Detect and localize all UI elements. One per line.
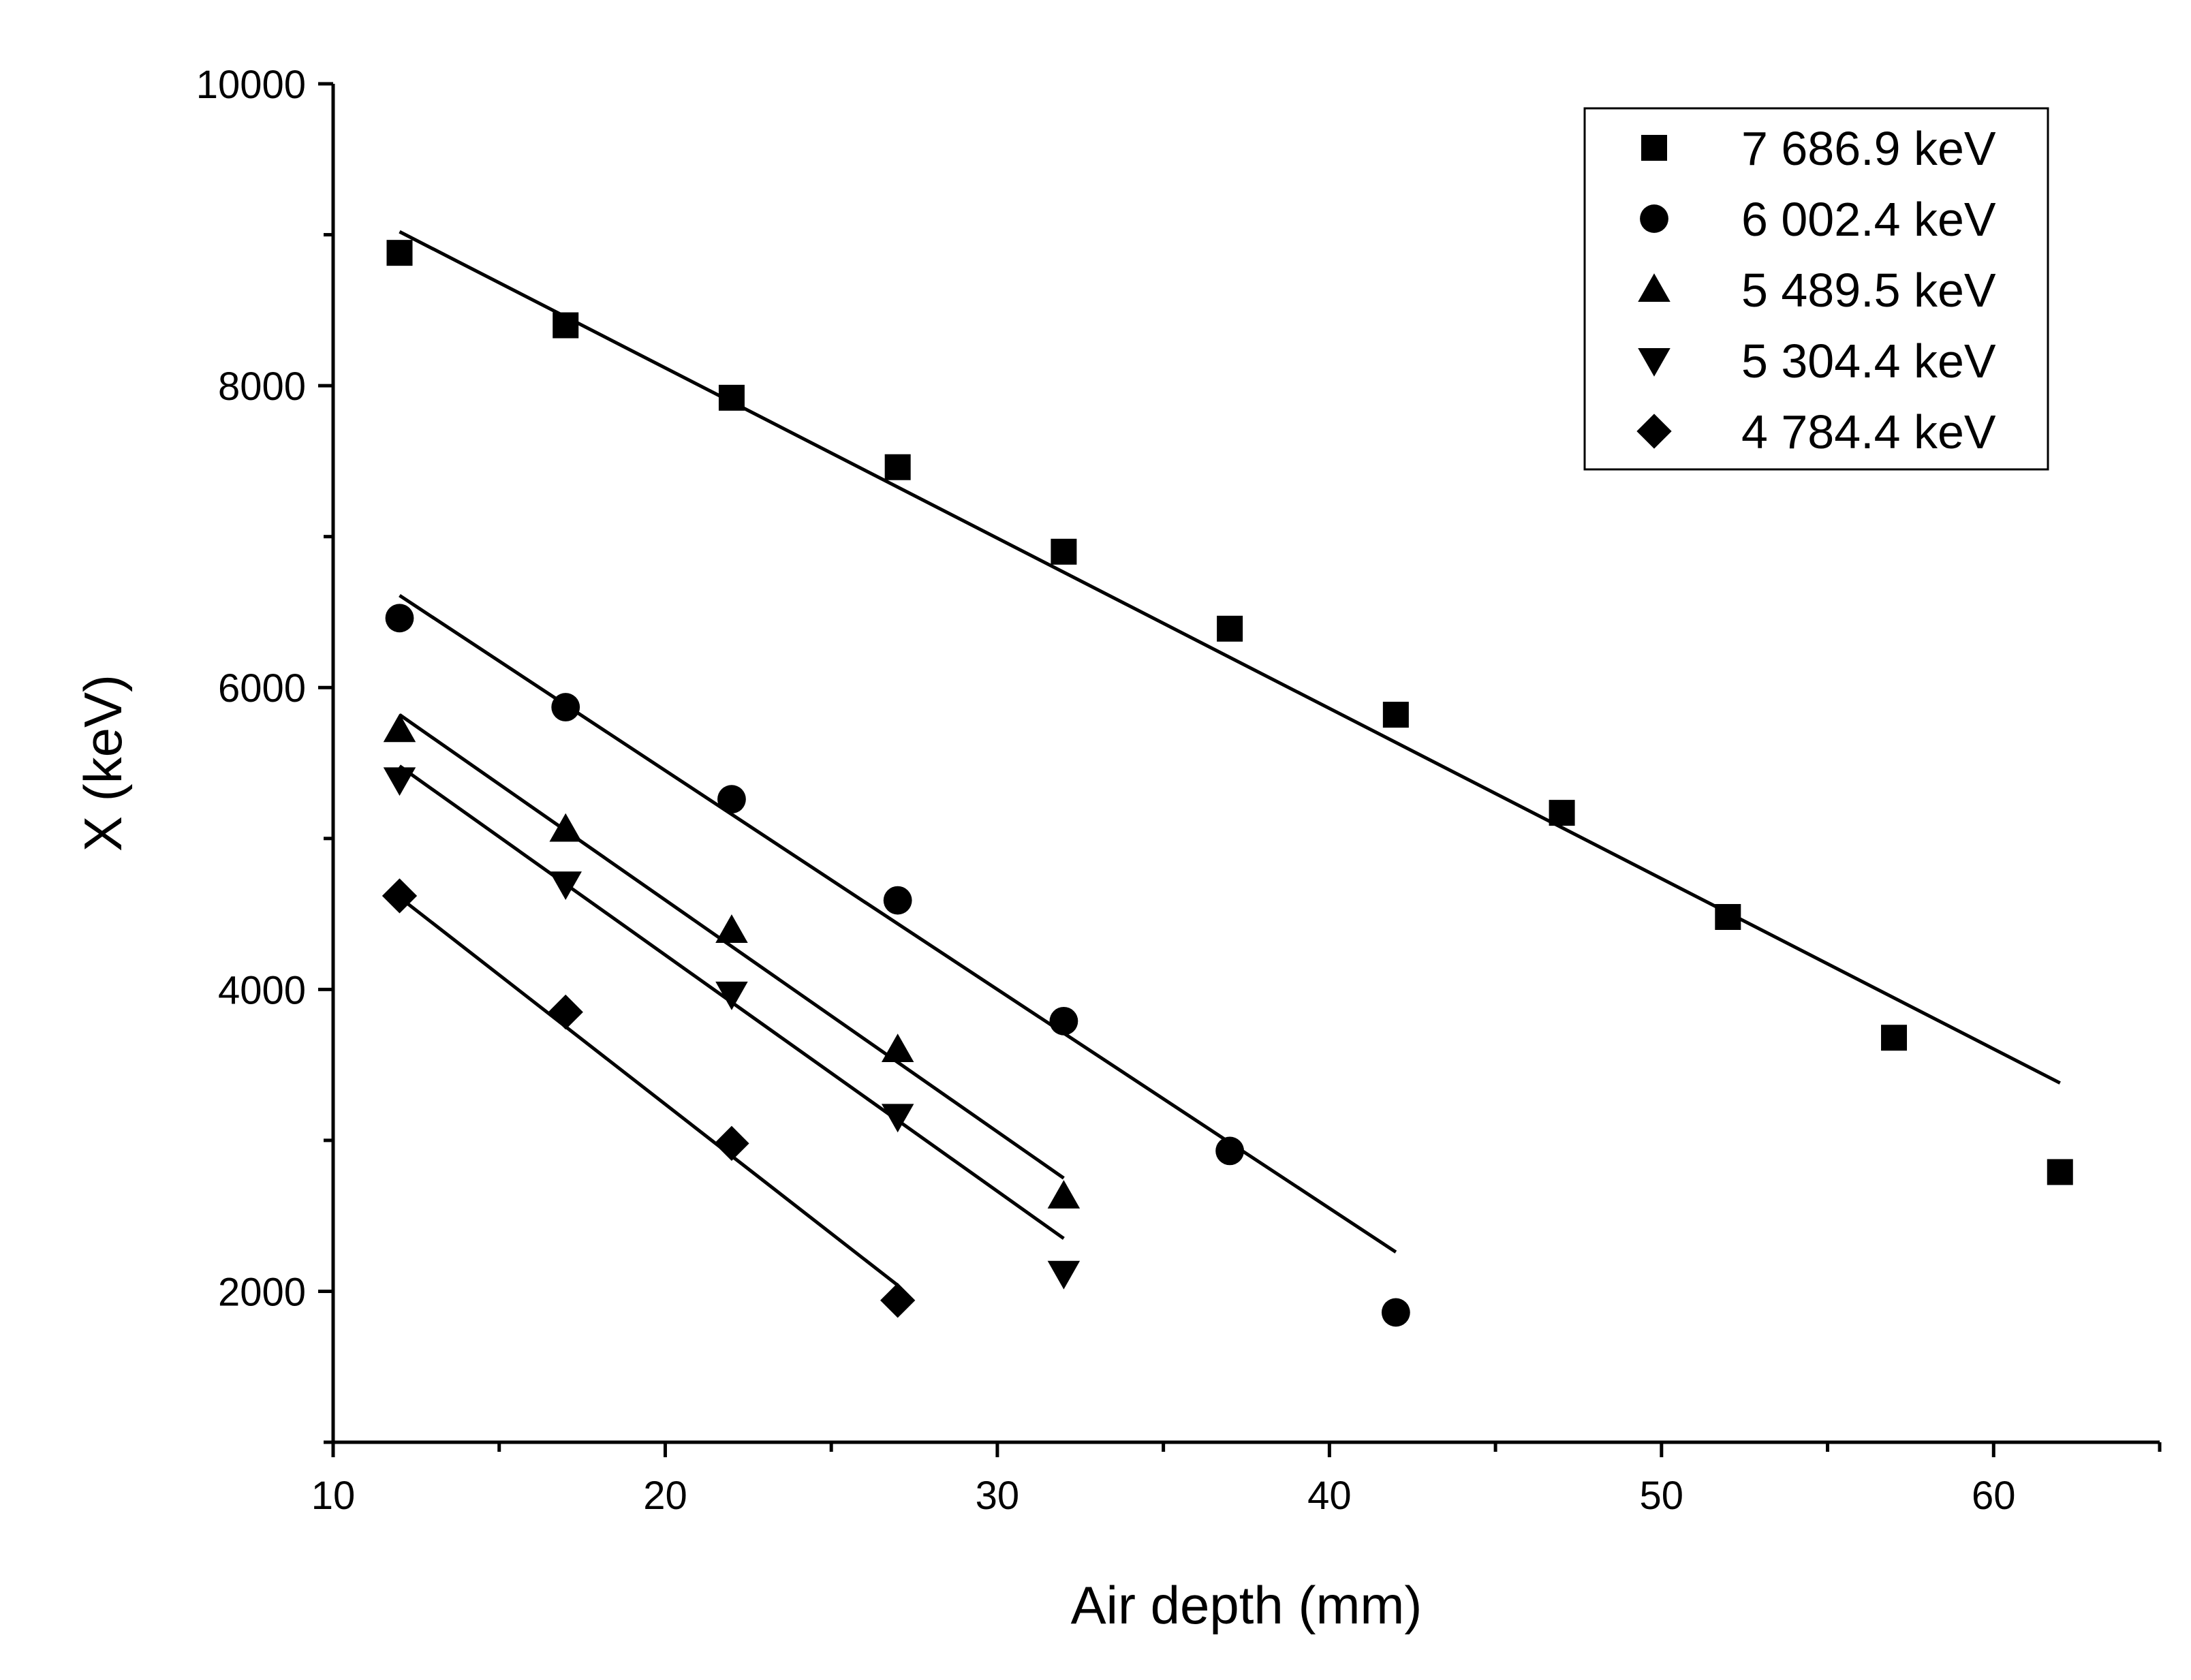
legend-marker — [1638, 273, 1671, 302]
data-point — [883, 886, 912, 915]
x-axis-title: Air depth (mm) — [1071, 1575, 1423, 1635]
data-point — [551, 693, 580, 721]
legend-marker — [1641, 135, 1667, 161]
data-point — [386, 240, 413, 266]
data-point — [1047, 1180, 1081, 1209]
fit-line — [399, 230, 2061, 1085]
y-tick-label: 2000 — [218, 1270, 306, 1314]
data-point — [1215, 1136, 1245, 1166]
x-tick-label: 10 — [311, 1474, 356, 1518]
data-point — [383, 767, 416, 796]
fit-line — [398, 896, 899, 1287]
data-point — [385, 604, 414, 633]
data-point — [382, 878, 418, 914]
legend: 7 686.9 keV 6 002.4 keV 5 489.5 keV 5 304.4… — [1583, 107, 2049, 471]
y-tick-label: 10000 — [196, 63, 306, 107]
data-point — [884, 454, 911, 480]
legend-label: 4 784.4 keV — [1741, 405, 1996, 458]
x-tick-label: 30 — [976, 1474, 1020, 1518]
data-point — [880, 1283, 916, 1318]
data-point — [1217, 615, 1243, 642]
x-tick-label: 20 — [643, 1474, 687, 1518]
data-point — [549, 813, 582, 842]
y-tick-label: 6000 — [218, 666, 306, 711]
data-point — [1047, 1260, 1081, 1290]
fit-line — [399, 713, 1065, 1180]
y-axis-title: X (keV) — [73, 674, 133, 852]
x-tick-label: 50 — [1640, 1474, 1684, 1518]
data-point — [881, 1033, 914, 1063]
data-point — [1049, 1006, 1078, 1036]
data-point — [553, 312, 579, 339]
data-point — [1881, 1025, 1908, 1051]
legend-label: 5 489.5 keV — [1741, 264, 1996, 317]
data-point — [714, 1125, 749, 1161]
data-point — [549, 871, 582, 900]
data-point — [1051, 538, 1077, 565]
data-point — [2047, 1159, 2073, 1185]
data-point — [1382, 702, 1409, 728]
legend-marker — [1636, 414, 1672, 449]
data-point — [1715, 903, 1741, 930]
x-tick-label: 60 — [1972, 1474, 2016, 1518]
data-point — [1549, 800, 1575, 826]
y-tick-label: 8000 — [218, 364, 306, 409]
legend-label: 5 304.4 keV — [1741, 335, 1996, 388]
y-tick-label: 4000 — [218, 968, 306, 1012]
data-point — [548, 994, 583, 1030]
data-point — [718, 384, 745, 411]
axes: 10 20 30 40 50 60 2000 4000 6000 8000 10000 — [196, 63, 2162, 1518]
fit-line — [399, 593, 1397, 1254]
legend-marker — [1640, 204, 1668, 233]
data-point — [715, 914, 748, 943]
data-point — [383, 713, 416, 743]
data-points — [382, 240, 2073, 1327]
data-point — [1381, 1298, 1410, 1327]
data-point — [715, 981, 748, 1010]
legend-marker — [1638, 347, 1671, 377]
x-tick-label: 40 — [1307, 1474, 1352, 1518]
legend-label: 6 002.4 keV — [1741, 193, 1996, 246]
legend-label: 7 686.9 keV — [1741, 122, 1996, 175]
data-point — [717, 785, 746, 814]
data-point — [881, 1104, 914, 1133]
